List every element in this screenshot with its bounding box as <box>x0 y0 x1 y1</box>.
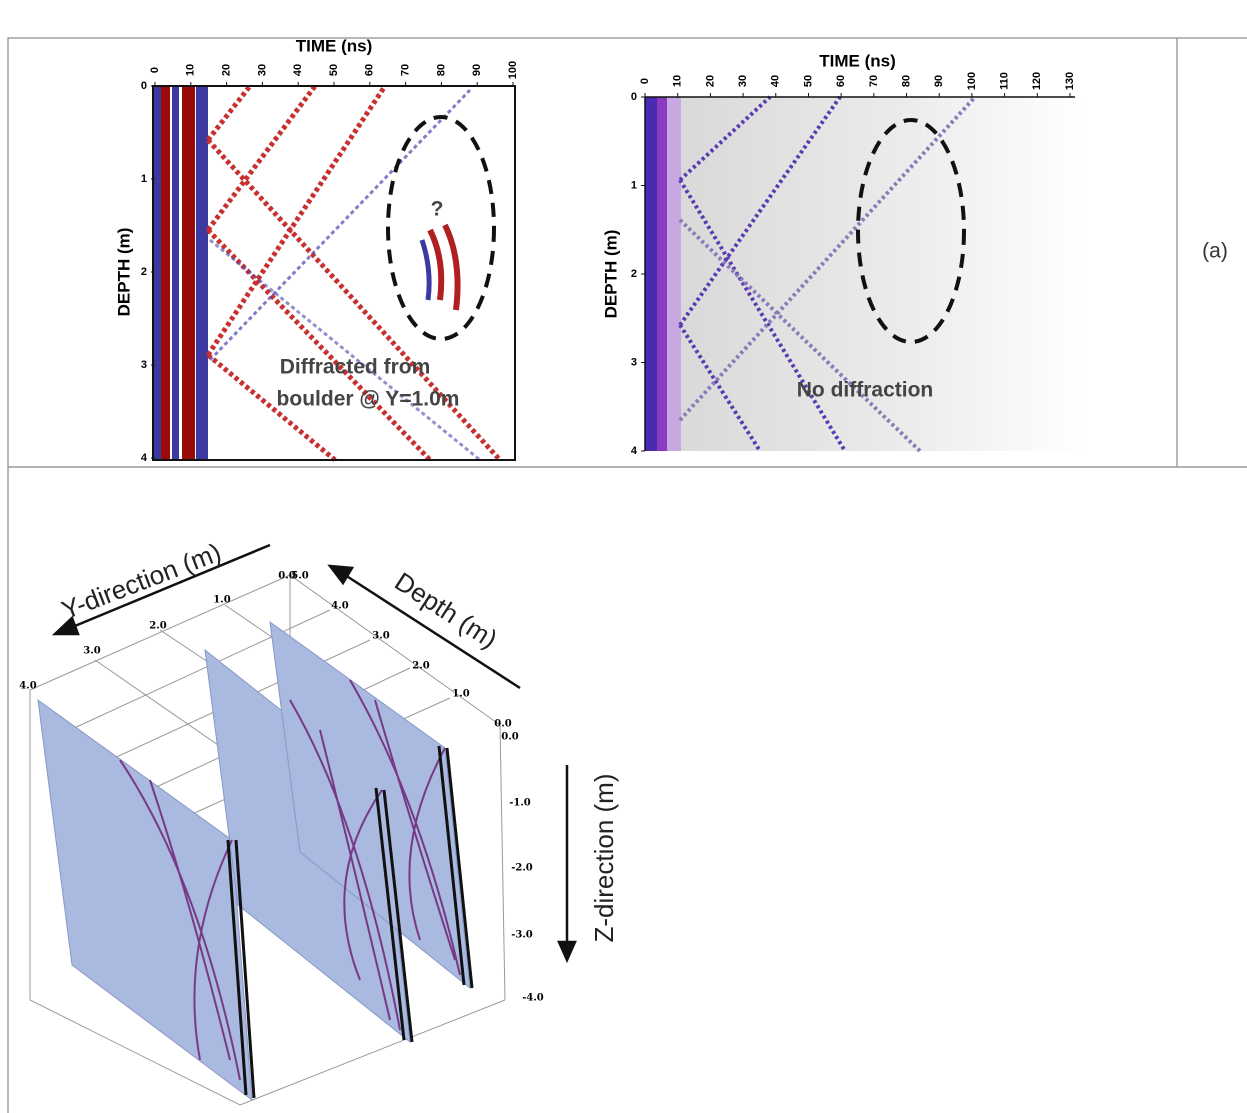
depth-tick-label: 4.0 <box>331 601 348 612</box>
x-tick-label: 90 <box>933 75 945 87</box>
x-tick-label: 90 <box>471 64 483 76</box>
y-tick-label: 2.0 <box>149 621 166 632</box>
x-tick-label: 130 <box>1064 72 1076 90</box>
y-tick-label: 1.0 <box>213 595 230 606</box>
z-tick-label: -1.0 <box>509 798 531 809</box>
x-tick-label: 0 <box>149 67 161 73</box>
y-axis-label: DEPTH (m) <box>601 230 620 319</box>
depth-tick-label: 5.0 <box>291 571 308 582</box>
x-tick-label: 20 <box>704 75 716 87</box>
y-tick-label: 4 <box>141 452 148 464</box>
x-tick-label: 80 <box>900 75 912 87</box>
z-direction-label: Z-direction (m) <box>589 773 619 942</box>
x-tick-label: 100 <box>507 61 519 79</box>
x-tick-label: 30 <box>256 64 268 76</box>
question-mark: ? <box>431 198 444 221</box>
y-tick-label: 3 <box>631 356 637 368</box>
y-tick-label: 1 <box>141 173 147 185</box>
depth-tick-label: 1.0 <box>452 689 469 700</box>
x-tick-label: 70 <box>400 64 412 76</box>
y-axis-label: DEPTH (m) <box>114 228 133 317</box>
x-tick-label: 20 <box>221 64 233 76</box>
x-tick-label: 50 <box>328 64 340 76</box>
annotation: Diffracted from <box>280 356 431 379</box>
panel-label: (a) <box>1202 240 1228 263</box>
y-tick-label: 3.0 <box>83 646 100 657</box>
x-tick-label: 60 <box>364 64 376 76</box>
x-axis-label: TIME (ns) <box>296 36 373 55</box>
3d-slices <box>38 622 472 1100</box>
x-tick-label: 0 <box>639 78 651 84</box>
annotation: No diffraction <box>797 379 934 402</box>
depth-tick-label: 0.0 <box>494 719 511 730</box>
x-tick-label: 120 <box>1031 72 1043 90</box>
y-tick-label: 0 <box>141 80 147 92</box>
x-tick-label: 50 <box>802 75 814 87</box>
x-tick-label: 70 <box>868 75 880 87</box>
y-direction-label: Y-direction (m) <box>57 537 225 625</box>
x-tick-label: 30 <box>737 75 749 87</box>
x-tick-label: 10 <box>672 75 684 87</box>
y-tick-label: 2 <box>141 266 147 278</box>
x-tick-label: 110 <box>999 72 1011 90</box>
z-tick-label: -4.0 <box>522 993 544 1004</box>
x-tick-label: 10 <box>185 64 197 76</box>
depth-tick-label: 3.0 <box>372 631 389 642</box>
y-tick-label: 3 <box>141 359 147 371</box>
annotation: boulder @ Y=1.0m <box>277 388 460 411</box>
x-tick-label: 40 <box>292 64 304 76</box>
y-tick-label: 2 <box>631 268 637 280</box>
depth-tick-label: 2.0 <box>412 661 429 672</box>
y-tick-label: 1 <box>631 179 637 191</box>
x-tick-label: 40 <box>770 75 782 87</box>
z-tick-label: -2.0 <box>511 863 533 874</box>
z-tick-label: -3.0 <box>511 930 533 941</box>
z-tick-label: 0.0 <box>501 732 518 743</box>
y-tick-label: 4.0 <box>19 681 36 692</box>
figure: (a) <box>0 0 1247 1113</box>
x-tick-label: 80 <box>435 64 447 76</box>
x-tick-label: 60 <box>835 75 847 87</box>
x-tick-label: 100 <box>966 72 978 90</box>
y-tick-label: 0 <box>631 91 637 103</box>
x-axis-label: TIME (ns) <box>819 51 896 70</box>
y-tick-label: 4 <box>631 445 638 457</box>
